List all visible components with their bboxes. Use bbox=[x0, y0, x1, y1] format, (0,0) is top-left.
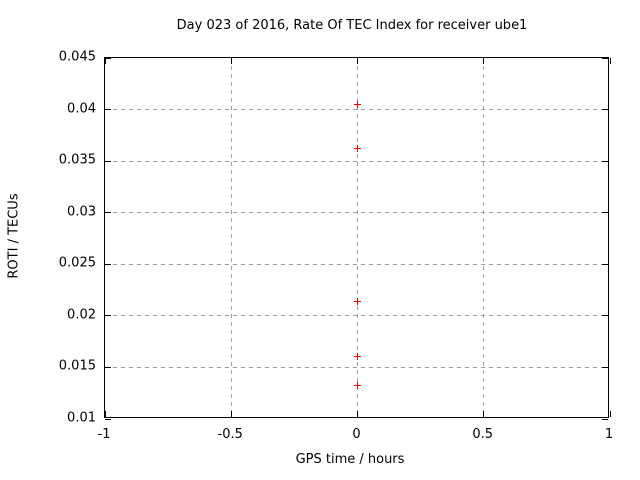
y-tick-mark bbox=[105, 57, 111, 59]
marker-vertical-bar bbox=[357, 100, 358, 108]
x-axis-label: GPS time / hours bbox=[295, 452, 405, 467]
x-tick-mark bbox=[104, 58, 106, 64]
x-tick-label: 0 bbox=[352, 427, 361, 442]
grid-line-horizontal bbox=[105, 109, 608, 111]
x-tick-label: 0.5 bbox=[472, 427, 494, 442]
y-tick-mark bbox=[105, 315, 111, 317]
x-tick-mark bbox=[609, 411, 611, 417]
grid-line-horizontal bbox=[105, 315, 608, 317]
y-tick-mark bbox=[105, 212, 111, 214]
y-tick-label: 0.025 bbox=[58, 255, 96, 271]
y-tick-label: 0.015 bbox=[58, 358, 96, 374]
grid-line-vertical bbox=[483, 58, 485, 417]
x-tick-mark bbox=[104, 411, 106, 417]
marker-vertical-bar bbox=[357, 352, 358, 360]
x-tick-mark bbox=[357, 58, 358, 64]
x-tick-label: 1 bbox=[604, 427, 614, 442]
data-point-marker bbox=[354, 352, 361, 360]
y-tick-mark bbox=[602, 315, 608, 317]
x-tick-mark bbox=[483, 411, 485, 417]
y-tick-mark bbox=[105, 418, 111, 420]
y-tick-mark bbox=[105, 109, 111, 111]
y-tick-label: 0.045 bbox=[58, 49, 96, 65]
y-tick-label: 0.01 bbox=[67, 410, 96, 426]
data-point-marker bbox=[354, 382, 361, 390]
marker-vertical-bar bbox=[357, 145, 358, 153]
grid-line-vertical bbox=[230, 58, 232, 417]
marker-vertical-bar bbox=[357, 297, 358, 305]
grid-line-horizontal bbox=[105, 160, 608, 162]
y-tick-label: 0.03 bbox=[67, 204, 96, 220]
y-tick-mark bbox=[602, 366, 608, 368]
grid-line-vertical bbox=[357, 58, 358, 417]
data-point-marker bbox=[354, 297, 361, 305]
x-tick-mark bbox=[609, 58, 611, 64]
y-tick-label: 0.035 bbox=[58, 152, 96, 168]
y-tick-mark bbox=[105, 160, 111, 162]
data-point-marker bbox=[354, 100, 361, 108]
y-tick-mark bbox=[602, 418, 608, 420]
x-tick-mark bbox=[230, 411, 232, 417]
y-tick-label: 0.02 bbox=[67, 307, 96, 323]
y-tick-mark bbox=[602, 212, 608, 214]
y-tick-mark bbox=[602, 160, 608, 162]
grid-line-horizontal bbox=[105, 212, 608, 214]
grid-line-horizontal bbox=[105, 263, 608, 265]
y-tick-mark bbox=[105, 366, 111, 368]
grid-line-horizontal bbox=[105, 366, 608, 368]
x-tick-label: -0.5 bbox=[217, 427, 243, 442]
marker-vertical-bar bbox=[357, 382, 358, 390]
x-tick-label: -1 bbox=[97, 427, 111, 442]
data-point-marker bbox=[354, 145, 361, 153]
chart-title: Day 023 of 2016, Rate Of TEC Index for r… bbox=[176, 18, 528, 33]
y-tick-mark bbox=[602, 109, 608, 111]
x-tick-mark bbox=[357, 411, 358, 417]
y-tick-mark bbox=[602, 57, 608, 59]
y-tick-mark bbox=[105, 263, 111, 265]
y-tick-label: 0.04 bbox=[67, 101, 96, 117]
x-tick-mark bbox=[483, 58, 485, 64]
x-tick-mark bbox=[230, 58, 232, 64]
y-tick-mark bbox=[602, 263, 608, 265]
plot-area bbox=[104, 57, 611, 420]
